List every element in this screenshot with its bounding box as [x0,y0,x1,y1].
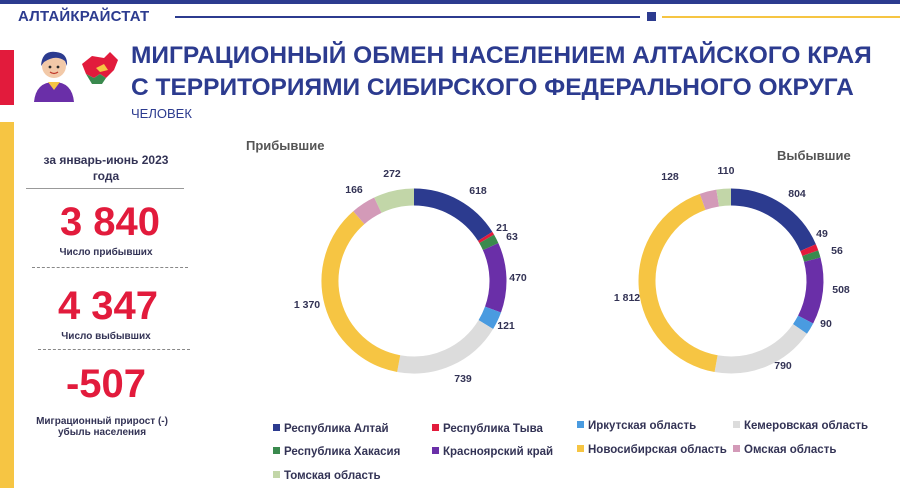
legend-swatch [733,421,740,428]
legend-label: Кемеровская область [744,420,869,432]
data-label: 1 812 [614,292,640,304]
map-region-shape [86,74,106,84]
header-rule-gold [662,16,900,18]
legend-item: Кемеровская область [733,420,868,432]
period-divider [26,188,184,189]
legend-item: Республика Алтай [273,423,389,435]
donut-segment [477,231,495,244]
unit-label: ЧЕЛОВЕК [131,106,192,121]
header-square-marker [647,12,656,21]
map-highlight-shape [96,64,108,72]
legend-swatch [733,445,740,452]
donut-segment [797,257,824,324]
data-label: 63 [506,231,518,243]
period-label: за январь-июнь 2023 года [43,153,169,183]
legend-label: Республика Хакасия [284,446,401,458]
donut-segment [482,243,507,313]
growth-value: -507 [65,362,147,406]
data-label: 508 [832,284,850,296]
donut-segment [699,189,720,210]
departed-value: 4 347 [57,284,159,328]
legend-label: Иркутская область [588,420,697,432]
person-with-map-icon [34,51,118,102]
legend-label: Республика Тыва [443,423,543,435]
donut-segment [353,197,382,225]
data-label: 166 [345,184,363,196]
donut-segment [321,211,401,372]
data-label: 49 [816,228,828,240]
legend-swatch [577,421,584,428]
legend-swatch [577,445,584,452]
donut-segment [479,234,499,251]
data-label: 121 [497,320,515,332]
legend-item: Республика Тыва [432,423,543,435]
donut-segment [413,188,493,242]
data-label: 110 [718,165,735,177]
donut-segment [730,188,816,252]
person-hair [41,51,68,66]
arrived-caption: Число прибывших [59,247,153,258]
legend-item: Томская область [273,470,381,482]
arrived-value: 3 840 [59,200,161,244]
map-russia-shape [82,52,118,78]
legend-item: Республика Хакасия [273,446,400,458]
chart-title-arrived: Прибывшие [246,138,325,153]
legend-swatch [432,447,439,454]
person-body [34,82,74,102]
legend-label: Красноярский край [443,446,554,458]
donut-segment [800,244,819,257]
data-label: 21 [496,222,508,234]
data-label: 1 370 [294,299,320,311]
donut-segment [374,188,415,213]
donut-segment [397,319,494,374]
legend-label: Омская область [744,444,837,456]
accent-bar-yellow [0,122,14,488]
person-face [42,54,66,78]
chart-title-departed: Выбывшие [777,148,851,163]
data-label: 739 [454,373,472,385]
legend-swatch [432,424,439,431]
header-rule-navy [175,16,640,18]
legend-item: Иркутская область [577,420,696,432]
legend-swatch [273,447,280,454]
brand-name: АЛТАЙКРАЙСТАТ [18,8,150,25]
divider-dashed [38,349,190,350]
legend-label: Республика Алтай [284,423,389,435]
page-title-line1: МИГРАЦИОННЫЙ ОБМЕН НАСЕЛЕНИЕМ АЛТАЙСКОГО… [131,42,872,69]
legend-swatch [273,424,280,431]
donut-segment [714,323,807,374]
departed-caption: Число выбывших [61,331,151,342]
divider-dashed [32,267,188,268]
page-title-line2: С ТЕРРИТОРИЯМИ СИБИРСКОГО ФЕДЕРАЛЬНОГО О… [131,74,854,101]
person-collar [48,82,60,90]
donut-segment [716,188,732,207]
donut-segment [802,250,821,262]
data-label: 90 [820,318,832,330]
donut-segment [478,306,501,329]
data-label: 804 [788,188,806,200]
growth-caption: Миграционный прирост (-) убыль населения [36,416,168,438]
legend-label: Новосибирская область [588,444,727,456]
legend-item: Новосибирская область [577,444,727,456]
accent-bar-red [0,50,14,105]
data-label: 790 [774,360,792,372]
donut-segment [638,193,718,373]
donut-segment [792,315,814,334]
data-label: 470 [509,272,527,284]
data-label: 618 [469,185,487,197]
legend-item: Красноярский край [432,446,553,458]
data-label: 128 [661,171,679,183]
top-strip [0,0,900,4]
data-label: 56 [831,245,843,257]
data-label: 272 [383,168,401,180]
legend-item: Омская область [733,444,836,456]
legend-swatch [273,471,280,478]
legend-label: Томская область [284,470,381,482]
